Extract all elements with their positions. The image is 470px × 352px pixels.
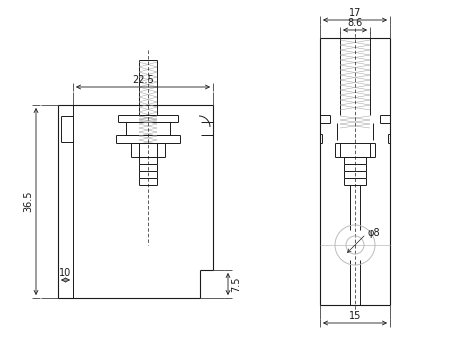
Text: 15: 15 (349, 311, 361, 321)
Text: 10: 10 (59, 268, 71, 278)
Text: 8.6: 8.6 (347, 18, 363, 28)
Text: 7.5: 7.5 (231, 276, 241, 292)
Text: φ8: φ8 (367, 228, 380, 238)
Text: 22.5: 22.5 (132, 75, 154, 85)
Text: 17: 17 (349, 8, 361, 18)
Text: 36.5: 36.5 (23, 191, 33, 212)
